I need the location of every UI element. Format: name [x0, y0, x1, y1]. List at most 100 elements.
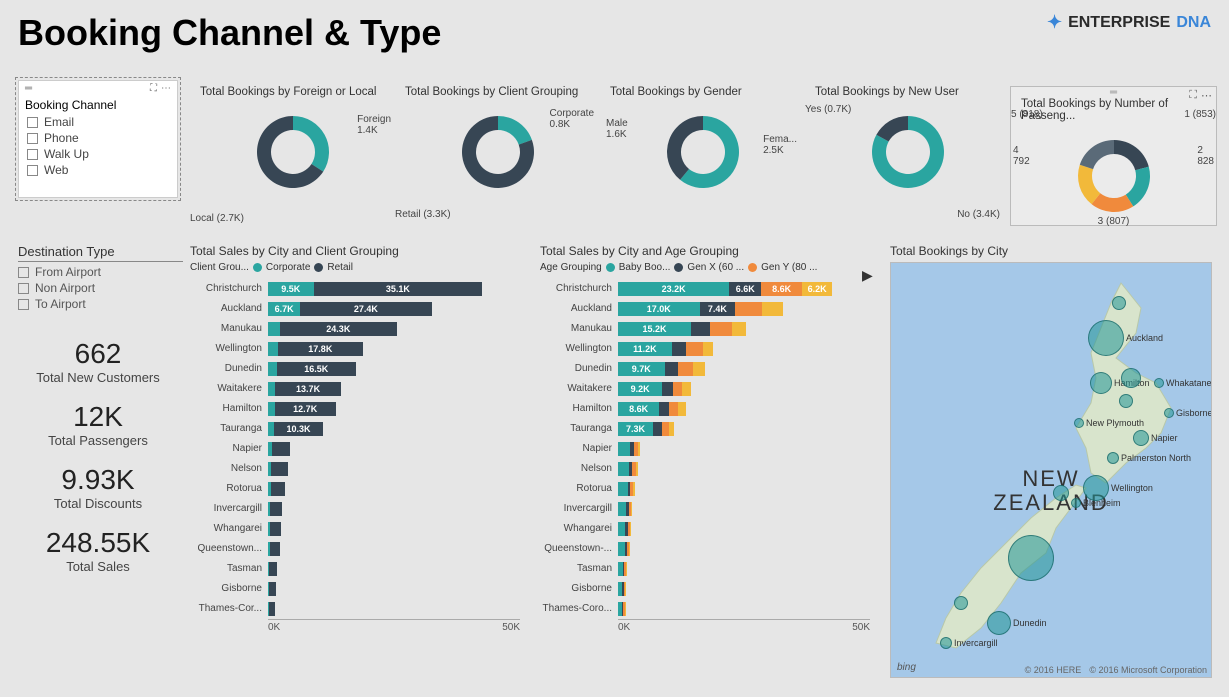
- more-options-icon[interactable]: ⋯: [1201, 89, 1212, 102]
- bar-segment[interactable]: [638, 442, 640, 456]
- bar-segment[interactable]: [625, 582, 626, 596]
- map-bubble[interactable]: [940, 637, 952, 649]
- bar-segment[interactable]: [268, 322, 280, 336]
- bar-segment[interactable]: [618, 542, 625, 556]
- map-bubble[interactable]: [1090, 372, 1112, 394]
- bar-segment[interactable]: 24.3K: [280, 322, 397, 336]
- bar-segment[interactable]: [618, 442, 630, 456]
- map-bubble[interactable]: [1112, 296, 1126, 310]
- bar-segment[interactable]: [268, 362, 277, 376]
- bar-segment[interactable]: [633, 482, 635, 496]
- bar-segment[interactable]: 16.5K: [277, 362, 356, 376]
- checkbox-icon[interactable]: [18, 299, 29, 310]
- checkbox-icon[interactable]: [27, 149, 38, 160]
- slicer-destination-type[interactable]: Destination Type From AirportNon Airport…: [18, 244, 183, 312]
- bar-segment[interactable]: [710, 322, 732, 336]
- bar-segment[interactable]: [665, 362, 678, 376]
- bar-segment[interactable]: 35.1K: [314, 282, 482, 296]
- bar-segment[interactable]: [269, 602, 275, 616]
- bar-segment[interactable]: [669, 422, 674, 436]
- bar-segment[interactable]: [268, 342, 278, 356]
- bar-segment[interactable]: [631, 502, 632, 516]
- map-bubble[interactable]: [987, 611, 1011, 635]
- focus-mode-icon[interactable]: ⛶: [1189, 89, 1197, 102]
- bar-segment[interactable]: [618, 482, 628, 496]
- bar-segment[interactable]: [269, 562, 277, 576]
- map-frame[interactable]: NEW ZEALAND bing © 2016 HERE© 2016 Micro…: [890, 262, 1212, 678]
- drag-handle-icon[interactable]: ═: [25, 83, 32, 94]
- bar-segment[interactable]: [678, 402, 685, 416]
- bar-segment[interactable]: [268, 402, 275, 416]
- bar-segment[interactable]: [669, 402, 679, 416]
- map-bubble[interactable]: [1074, 418, 1084, 428]
- bar-segment[interactable]: [659, 402, 669, 416]
- map-bubble[interactable]: [1107, 452, 1119, 464]
- donut-chart[interactable]: ═ ⛶⋯Total Bookings by Number of Passeng.…: [1010, 86, 1217, 226]
- bar-segment[interactable]: [625, 602, 626, 616]
- map-bubble[interactable]: [1008, 535, 1054, 581]
- drag-handle-icon[interactable]: ═: [1011, 87, 1216, 98]
- map-bubble[interactable]: [1121, 368, 1141, 388]
- bar-segment[interactable]: [691, 322, 710, 336]
- bar-segment[interactable]: 11.2K: [618, 342, 672, 356]
- slicer-item[interactable]: Email: [19, 114, 177, 130]
- barchart-age-grouping[interactable]: Total Sales by City and Age Grouping Age…: [540, 244, 870, 633]
- bar-segment[interactable]: [762, 302, 784, 316]
- checkbox-icon[interactable]: [27, 117, 38, 128]
- bar-segment[interactable]: 13.7K: [275, 382, 341, 396]
- map-bubble[interactable]: [1164, 408, 1174, 418]
- checkbox-icon[interactable]: [18, 267, 29, 278]
- bar-segment[interactable]: [270, 522, 281, 536]
- map-bubble[interactable]: [1154, 378, 1164, 388]
- bar-segment[interactable]: 7.4K: [700, 302, 736, 316]
- bar-segment[interactable]: [626, 562, 627, 576]
- bar-segment[interactable]: [270, 502, 282, 516]
- more-options-icon[interactable]: ⋯: [161, 83, 171, 94]
- donut-chart[interactable]: Total Bookings by GenderFema...2.5KMale1…: [600, 86, 805, 226]
- bar-segment[interactable]: [672, 342, 686, 356]
- bar-segment[interactable]: [686, 342, 703, 356]
- map-bubble[interactable]: [1133, 430, 1149, 446]
- bar-segment[interactable]: 8.6K: [761, 282, 802, 296]
- slicer-item[interactable]: Walk Up: [19, 146, 177, 162]
- donut-chart[interactable]: Total Bookings by Foreign or LocalForeig…: [190, 86, 395, 226]
- bar-segment[interactable]: [636, 462, 638, 476]
- map-bubble[interactable]: [1088, 320, 1124, 356]
- bar-segment[interactable]: 12.7K: [275, 402, 336, 416]
- bar-segment[interactable]: [662, 382, 673, 396]
- bar-segment[interactable]: [682, 382, 691, 396]
- donut-chart[interactable]: Total Bookings by Client GroupingCorpora…: [395, 86, 600, 226]
- bar-segment[interactable]: 9.5K: [268, 282, 314, 296]
- bar-segment[interactable]: 23.2K: [618, 282, 729, 296]
- legend-scroll-right-icon[interactable]: ▶: [862, 267, 873, 284]
- bar-segment[interactable]: [618, 462, 629, 476]
- bar-segment[interactable]: [618, 502, 626, 516]
- bar-segment[interactable]: 6.6K: [729, 282, 761, 296]
- bar-segment[interactable]: [678, 362, 693, 376]
- bar-segment[interactable]: [618, 522, 625, 536]
- bar-segment[interactable]: [269, 582, 275, 596]
- bar-segment[interactable]: 9.2K: [618, 382, 662, 396]
- bar-segment[interactable]: [272, 442, 290, 456]
- bar-segment[interactable]: 9.7K: [618, 362, 665, 376]
- checkbox-icon[interactable]: [27, 165, 38, 176]
- bar-segment[interactable]: [268, 382, 275, 396]
- checkbox-icon[interactable]: [27, 133, 38, 144]
- bar-segment[interactable]: [703, 342, 713, 356]
- bar-segment[interactable]: 17.8K: [278, 342, 363, 356]
- map-bubble[interactable]: [1071, 498, 1081, 508]
- slicer-item[interactable]: To Airport: [18, 296, 183, 312]
- bar-segment[interactable]: [735, 302, 761, 316]
- bar-segment[interactable]: 7.3K: [618, 422, 653, 436]
- map-bubble[interactable]: [1119, 394, 1133, 408]
- bar-segment[interactable]: 17.0K: [618, 302, 700, 316]
- bar-segment[interactable]: [662, 422, 669, 436]
- slicer-item[interactable]: From Airport: [18, 264, 183, 280]
- bar-segment[interactable]: [630, 522, 631, 536]
- bar-segment[interactable]: 6.7K: [268, 302, 300, 316]
- slicer-item[interactable]: Non Airport: [18, 280, 183, 296]
- focus-mode-icon[interactable]: ⛶: [150, 83, 157, 94]
- map-bookings-by-city[interactable]: Total Bookings by City NEW ZEALAND bing …: [890, 244, 1212, 684]
- bar-segment[interactable]: [732, 322, 746, 336]
- donut-chart[interactable]: Total Bookings by New UserNo (3.4K)Yes (…: [805, 86, 1010, 226]
